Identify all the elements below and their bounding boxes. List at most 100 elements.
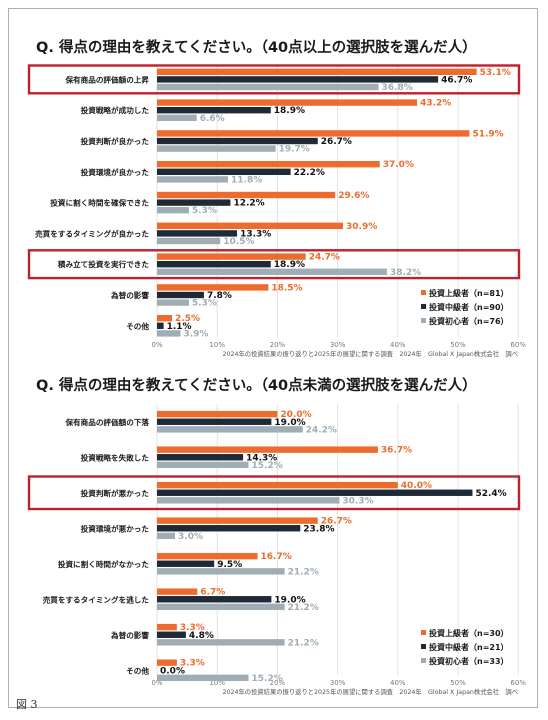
chart1-category-label: 投資判断が良かった — [81, 136, 150, 146]
chart2-bar — [157, 497, 340, 504]
chart1-data-label: 19.7% — [279, 145, 310, 155]
chart2-data-label: 3.3% — [180, 623, 205, 633]
chart1-highlight-box — [27, 249, 521, 280]
chart2-bar — [157, 426, 303, 433]
chart2-legend-swatch — [421, 658, 426, 663]
chart2-bar — [157, 481, 398, 489]
chart1-data-label: 2.5% — [175, 314, 200, 324]
chart1-legend-swatch — [421, 318, 426, 323]
chart1-bar — [157, 299, 189, 306]
chart1-data-label: 18.9% — [274, 106, 305, 116]
chart2-data-label: 9.5% — [217, 560, 242, 570]
chart1-title: Q. 得点の理由を教えてください。（40点以上の選択肢を選んだ人） — [36, 38, 477, 56]
chart2-bar — [157, 623, 177, 631]
chart1-data-label: 46.7% — [441, 75, 472, 85]
chart1-bar — [157, 315, 173, 322]
chart1-data-label: 38.2% — [390, 268, 421, 278]
chart1-tick-label: 20% — [270, 341, 286, 349]
chart1-data-label: 5.3% — [192, 299, 217, 309]
chart1-legend-swatch — [421, 290, 426, 295]
chart2-bar — [157, 454, 244, 461]
chart2-category-label: 売買をするタイミングを逃した — [43, 594, 150, 604]
chart2-bar — [157, 568, 285, 575]
chart2-data-label: 40.0% — [401, 481, 432, 491]
chart2-bar — [157, 489, 473, 496]
chart2-legend-label: 投資上級者（n=30） — [429, 628, 509, 638]
chart2-category-label: 為替の影響 — [111, 630, 149, 640]
chart2-bar — [157, 588, 198, 595]
chart2-category-label: その他 — [126, 665, 149, 675]
chart1-bar — [157, 253, 306, 260]
chart2-tick-label: 20% — [270, 679, 286, 687]
chart1-bar — [157, 222, 344, 229]
chart2-data-label: 3.0% — [178, 532, 203, 542]
chart1-data-label: 3.9% — [183, 329, 208, 339]
chart2-title: Q. 得点の理由を教えてください。（40点未満の選択肢を選んだ人） — [36, 376, 477, 394]
chart1-bar — [157, 207, 189, 214]
chart2-source-note: 2024年の投資結果の振り返りと2025年の展望に関する調査 2024年 Glo… — [222, 687, 518, 696]
chart1-data-label: 6.6% — [200, 114, 225, 124]
chart1-bar — [157, 291, 204, 299]
chart2-data-label: 21.2% — [288, 603, 319, 613]
chart1-bar — [157, 99, 418, 106]
chart2-tick-label: 10% — [209, 679, 225, 687]
chart1-bar — [157, 76, 439, 83]
figure-label: 図 3 — [16, 698, 38, 711]
chart1-tick-label: 30% — [330, 341, 346, 349]
chart1-bar — [157, 137, 318, 145]
chart1-legend-swatch — [421, 304, 426, 309]
chart2-category-label: 投資戦略を失敗した — [81, 452, 150, 462]
chart2-bar — [157, 446, 378, 453]
chart1-category-label: 投資に割く時間を確保できた — [50, 198, 149, 208]
chart1-bar — [157, 237, 221, 245]
chart1-data-label: 22.2% — [294, 168, 325, 178]
chart2-tick-label: 40% — [390, 679, 406, 687]
chart2-tick-label: 60% — [510, 679, 526, 687]
chart1-bar — [157, 230, 238, 237]
chart2-bar — [157, 410, 278, 418]
chart1-category-label: 為替の影響 — [111, 290, 149, 300]
chart1-tick-label: 0% — [151, 341, 162, 349]
chart2-data-label: 36.7% — [381, 446, 412, 456]
chart1-data-label: 26.7% — [321, 137, 352, 147]
chart2-data-label: 26.7% — [321, 517, 352, 527]
chart1-category-label: 積み立て投資を実行できた — [57, 259, 150, 269]
chart1-category-label: 投資戦略が成功した — [81, 105, 150, 115]
chart2-bar — [157, 560, 215, 567]
chart1-data-label: 30.9% — [346, 222, 377, 232]
chart1-bar — [157, 83, 379, 91]
chart1-legend-label: 投資初心者（n=76） — [429, 316, 509, 326]
chart1-legend-label: 投資上級者（n=81） — [429, 288, 509, 298]
chart1-data-label: 29.6% — [338, 191, 369, 201]
chart2-legend-label: 投資中級者（n=21） — [429, 642, 509, 652]
chart2-data-label: 19.0% — [274, 595, 305, 605]
chart2-category-label: 保有商品の評価額の下落 — [64, 417, 149, 427]
chart1-bar — [157, 176, 229, 183]
chart1-bar — [157, 268, 387, 275]
chart1-source-note: 2024年の投資結果の振り返りと2025年の展望に関する調査 2024年 Glo… — [222, 349, 518, 358]
chart2-legend-swatch — [421, 630, 426, 635]
chart1-bar — [157, 322, 164, 329]
chart2-category-label: 投資環境が悪かった — [81, 523, 150, 533]
chart2-category-label: 投資に割く時間がなかった — [58, 559, 150, 569]
chart2-bar — [157, 659, 177, 666]
chart1-data-label: 12.2% — [233, 199, 264, 209]
chart2-tick-label: 30% — [330, 679, 346, 687]
chart2-data-label: 0.0% — [160, 666, 185, 676]
chart1-bar — [157, 330, 181, 337]
chart1-bar — [157, 161, 380, 168]
chart2-legend-label: 投資初心者（n=33） — [429, 656, 509, 666]
chart1-bar — [157, 191, 336, 199]
chart1-bar — [157, 168, 291, 175]
chart2-category-label: 投資判断が悪かった — [81, 488, 150, 498]
chart1-tick-label: 50% — [450, 341, 466, 349]
chart1-category-label: 投資環境が良かった — [81, 167, 150, 177]
chart2-data-label: 3.3% — [180, 659, 205, 669]
chart2-tick-label: 50% — [450, 679, 466, 687]
figure-frame — [8, 8, 538, 708]
chart2-data-label: 6.7% — [200, 588, 225, 598]
chart2-data-label: 23.8% — [303, 524, 334, 534]
chart1-data-label: 11.8% — [231, 175, 262, 185]
chart2-bar — [157, 525, 301, 532]
chart1-data-label: 53.1% — [480, 68, 511, 78]
